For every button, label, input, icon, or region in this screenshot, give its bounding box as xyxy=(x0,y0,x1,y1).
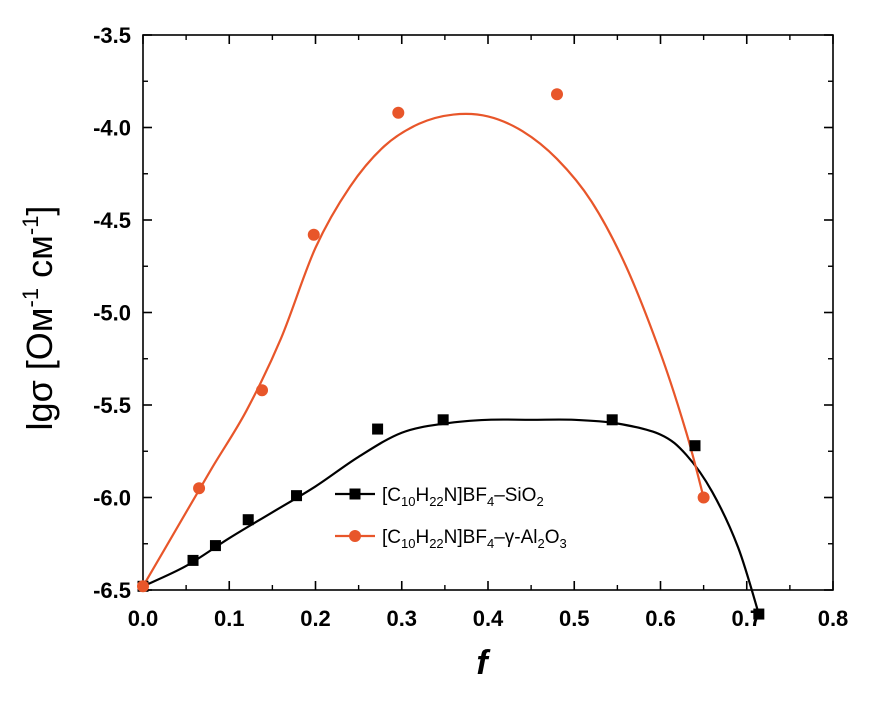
fit-curves xyxy=(142,112,760,615)
y-tick-label: -6.5 xyxy=(93,578,131,603)
data-point-series-1 xyxy=(242,514,254,526)
legend-marker-series-2 xyxy=(349,530,361,542)
data-point-series-1 xyxy=(187,554,199,566)
data-point-series-2 xyxy=(551,88,563,101)
fit-curve-series-1 xyxy=(142,418,760,615)
x-axis-label: f xyxy=(476,644,491,682)
data-markers xyxy=(137,88,765,620)
x-tick-label: 0.3 xyxy=(386,606,417,631)
data-point-series-2 xyxy=(137,580,149,593)
legend-marker-series-1 xyxy=(349,488,361,500)
x-tick-label: 0.8 xyxy=(818,606,849,631)
y-tick-label: -3.5 xyxy=(93,23,131,48)
x-tick-label: 0.1 xyxy=(214,606,245,631)
y-tick-label: -5.5 xyxy=(93,393,131,418)
y-tick-label: -6.0 xyxy=(93,486,131,511)
data-point-series-1 xyxy=(606,414,618,426)
data-point-series-1 xyxy=(372,423,384,435)
x-tick-label: 0.6 xyxy=(645,606,676,631)
y-tick-label: -5.0 xyxy=(93,301,131,326)
data-point-series-1 xyxy=(209,540,221,552)
y-tick-label: -4.5 xyxy=(93,208,131,233)
x-axis-ticks: 0.0 0.1 0.2 0.3 0.4 0.5 0.6 0.7 0.8 xyxy=(128,35,849,631)
data-point-series-2 xyxy=(307,228,320,241)
y-axis-label: lgσ [Ом-1 см-1] xyxy=(18,206,60,431)
y-tick-label: -4.0 xyxy=(93,116,131,141)
fit-curve-series-2 xyxy=(142,112,705,587)
legend-label-series-1: [C10H22N]BF4–SiO2 xyxy=(382,485,544,509)
data-point-series-1 xyxy=(437,414,449,426)
data-point-series-2 xyxy=(256,384,269,397)
data-point-series-1 xyxy=(291,490,303,502)
x-tick-label: 0.0 xyxy=(128,606,159,631)
data-point-series-2 xyxy=(193,482,206,495)
legend: [C10H22N]BF4–SiO2 [C10H22N]BF4–γ-Al2O3 xyxy=(335,485,567,551)
data-point-series-1 xyxy=(689,440,701,452)
x-tick-label: 0.5 xyxy=(559,606,590,631)
data-point-series-2 xyxy=(392,106,405,119)
x-tick-label: 0.4 xyxy=(473,606,504,631)
y-axis-ticks: -3.5 -4.0 -4.5 -5.0 -5.5 -6.0 -6.5 xyxy=(93,23,833,603)
data-point-series-1 xyxy=(753,608,765,620)
legend-label-series-2: [C10H22N]BF4–γ-Al2O3 xyxy=(382,527,567,551)
x-tick-label: 0.2 xyxy=(300,606,331,631)
data-point-series-2 xyxy=(697,491,710,504)
